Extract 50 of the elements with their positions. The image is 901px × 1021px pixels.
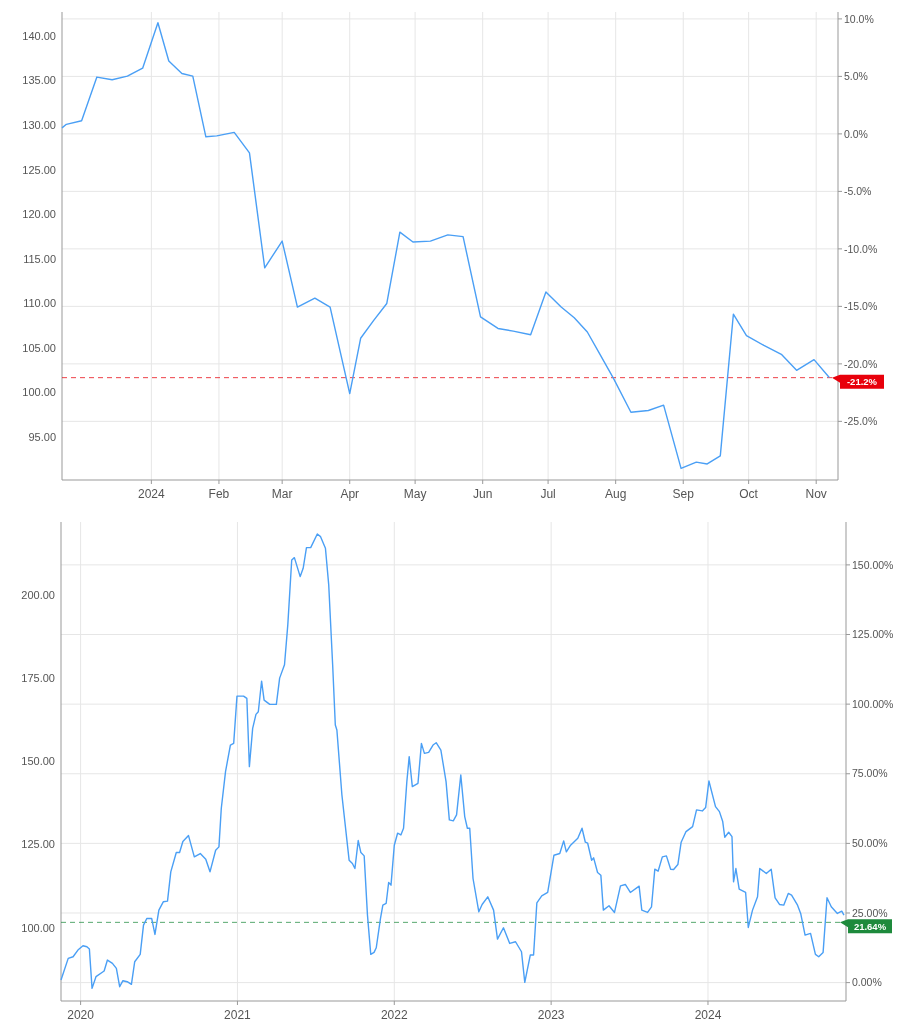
y2-tick-label: 10.0%	[844, 12, 874, 25]
x-tick-label: Apr	[340, 487, 360, 501]
line-series	[60, 533, 845, 990]
y2-tick-label: 25.00%	[852, 906, 888, 919]
y-tick-label: 130.00	[22, 119, 56, 132]
x-tick-label: Mar	[271, 487, 293, 501]
x-tick-label: 2024	[138, 487, 166, 501]
y-tick-label: 100.00	[22, 386, 56, 399]
x-tick-label: Jul	[540, 487, 556, 501]
y-tick-label: 115.00	[23, 252, 56, 265]
x-tick-label: Jun	[473, 487, 493, 501]
y2-tick-label: 0.00%	[852, 976, 882, 989]
y2-tick-label: -20.0%	[844, 357, 878, 370]
y-tick-label: 135.00	[22, 74, 56, 87]
y2-tick-label: 5.0%	[844, 70, 868, 83]
y2-tick-label: -10.0%	[844, 242, 878, 255]
ref-line-label: 21.64%	[853, 920, 887, 932]
y-tick-label: 105.00	[22, 341, 56, 354]
y-tick-label: 140.00	[22, 29, 56, 42]
x-tick-label: Aug	[604, 487, 627, 501]
x-tick-label: 2022	[380, 1008, 408, 1021]
y-tick-label: 200.00	[21, 588, 55, 601]
y-tick-label: 125.00	[21, 838, 55, 851]
y2-tick-label: 125.00%	[852, 628, 894, 641]
x-tick-label: May	[403, 487, 427, 501]
y2-tick-label: 150.00%	[852, 558, 894, 571]
y2-tick-label: 0.0%	[844, 127, 868, 140]
y-tick-label: 120.00	[22, 208, 56, 221]
y2-tick-label: 75.00%	[852, 767, 888, 780]
y2-tick-label: 100.00%	[852, 697, 894, 710]
y-tick-label: 150.00	[21, 755, 55, 768]
x-tick-label: Oct	[739, 487, 759, 501]
x-tick-label: 2024	[694, 1008, 722, 1021]
y2-tick-label: -25.0%	[844, 415, 878, 428]
ref-line-label: -21.2%	[846, 375, 878, 387]
y2-tick-label: -15.0%	[844, 300, 878, 313]
y-tick-label: 100.00	[21, 921, 55, 934]
x-tick-label: 2020	[67, 1008, 95, 1021]
x-tick-label: Nov	[805, 487, 827, 501]
x-tick-label: 2021	[224, 1008, 252, 1021]
y2-tick-label: -5.0%	[844, 185, 872, 198]
line-series	[61, 22, 830, 470]
y-tick-label: 125.00	[22, 163, 56, 176]
y-tick-label: 175.00	[21, 671, 55, 684]
y-tick-label: 110.00	[23, 297, 56, 310]
y2-tick-label: 50.00%	[852, 837, 888, 850]
x-tick-label: Sep	[672, 487, 695, 501]
x-tick-label: Feb	[208, 487, 230, 501]
x-tick-label: 2023	[537, 1008, 565, 1021]
y-tick-label: 95.00	[28, 431, 56, 444]
